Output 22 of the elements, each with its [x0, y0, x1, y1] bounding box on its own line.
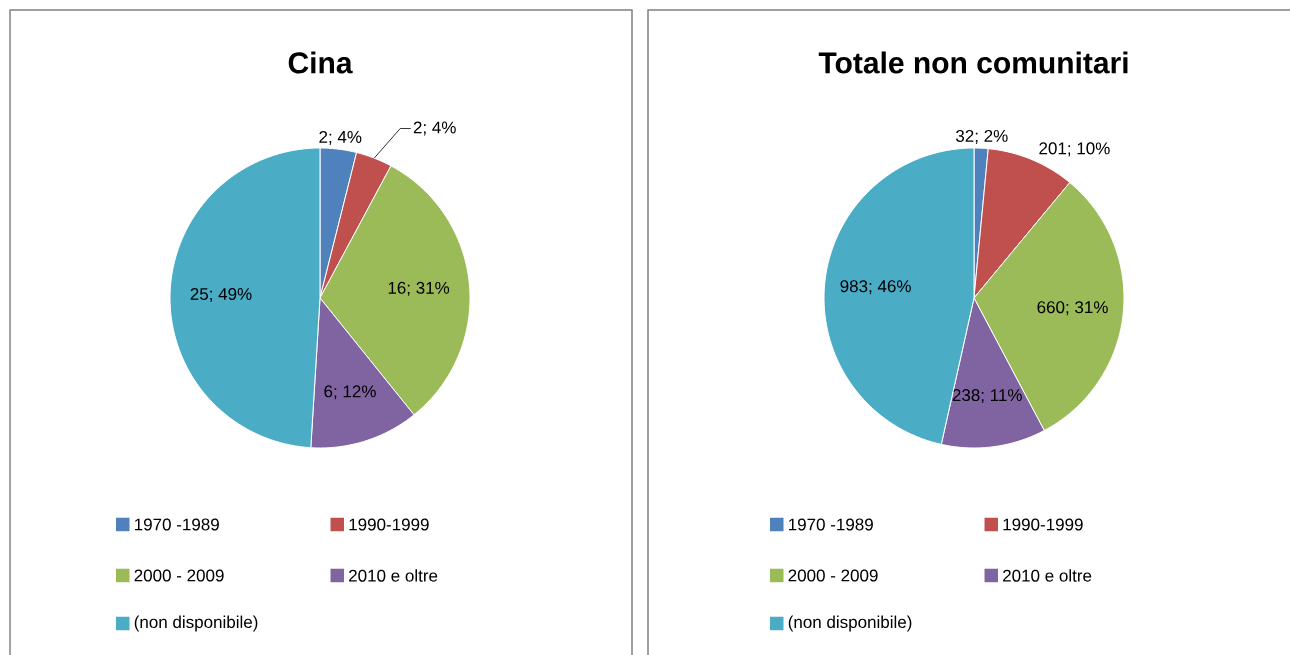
legend-label: 1970 -1989 — [789, 518, 873, 531]
legend-label: 1990-1999 — [1003, 518, 1083, 531]
legend-label: (non disponibile) — [788, 615, 912, 632]
data-label: 238; 11% — [952, 389, 1022, 404]
chart-title: Totale non comunitari — [818, 51, 1128, 74]
data-label: 16; 31% — [388, 281, 450, 296]
data-label: 6; 12% — [324, 385, 376, 400]
data-label: 983; 46% — [840, 280, 911, 295]
chart-title: Cina — [288, 51, 353, 74]
legend-label: 1970 -1989 — [135, 518, 219, 531]
data-label: 32; 2% — [955, 129, 1008, 144]
legend-label: 2010 e oltre — [1003, 569, 1092, 582]
data-label: 2; 4% — [319, 130, 362, 145]
data-label: 2; 4% — [413, 121, 456, 136]
legend-label: 1990-1999 — [349, 518, 429, 531]
legend-label: 2000 - 2009 — [788, 569, 878, 582]
legend-label: (non disponibile) — [134, 615, 258, 632]
legend-label: 2000 - 2009 — [134, 569, 224, 582]
data-label: 660; 31% — [1037, 301, 1108, 316]
data-label: 25; 49% — [190, 287, 252, 303]
data-label: 201; 10% — [1039, 142, 1110, 157]
legend-label: 2010 e oltre — [349, 569, 438, 582]
